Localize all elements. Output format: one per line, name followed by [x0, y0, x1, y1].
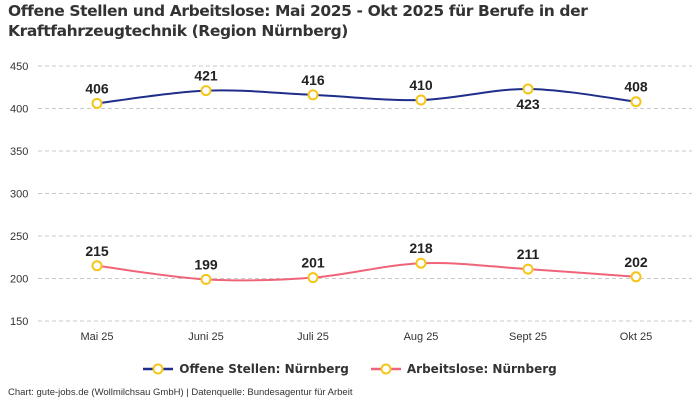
y-tick-label: 150: [10, 316, 28, 328]
data-point: [630, 96, 642, 108]
data-point: [630, 271, 642, 283]
data-point: [200, 273, 212, 285]
data-point: [522, 263, 534, 275]
data-label: 211: [517, 246, 540, 262]
data-label: 202: [624, 254, 648, 270]
data-label: 215: [85, 243, 109, 259]
data-point: [307, 272, 319, 284]
data-label: 416: [301, 72, 325, 88]
series-line: [96, 87, 637, 105]
legend-item-offene-stellen[interactable]: Offene Stellen: Nürnberg: [143, 362, 349, 376]
data-label: 423: [516, 96, 540, 112]
data-label: 410: [409, 77, 433, 93]
x-tick-label: Sept 25: [509, 331, 547, 343]
legend-item-arbeitslose[interactable]: Arbeitslose: Nürnberg: [370, 362, 557, 376]
chart-title: Offene Stellen und Arbeitslose: Mai 2025…: [8, 2, 588, 40]
x-tick-label: Juli 25: [297, 331, 329, 343]
data-point: [415, 94, 427, 106]
data-point: [415, 257, 427, 269]
data-point: [522, 83, 534, 95]
data-label: 218: [409, 240, 433, 256]
data-point: [91, 260, 103, 272]
data-label: 201: [301, 255, 325, 271]
legend-label: Arbeitslose: Nürnberg: [406, 362, 557, 376]
data-point: [91, 97, 103, 109]
data-label: 421: [194, 68, 218, 84]
y-tick-label: 450: [10, 61, 28, 73]
x-tick-label: Juni 25: [188, 331, 223, 343]
data-label: 406: [85, 80, 109, 96]
x-tick-label: Mai 25: [80, 331, 113, 343]
data-label: 199: [194, 256, 218, 272]
y-tick-label: 350: [10, 146, 28, 158]
x-tick-label: Aug 25: [404, 331, 439, 343]
series-line: [96, 261, 637, 282]
y-tick-label: 200: [10, 274, 28, 286]
legend-line-marker-icon: [143, 363, 174, 375]
legend-line-marker-icon: [370, 363, 401, 375]
data-point: [200, 85, 212, 97]
x-tick-label: Okt 25: [620, 331, 652, 343]
y-tick-label: 400: [10, 104, 28, 116]
y-tick-label: 300: [10, 189, 28, 201]
legend-label: Offene Stellen: Nürnberg: [179, 362, 349, 376]
data-label: 408: [624, 79, 648, 95]
data-point: [307, 89, 319, 101]
source-footer: Chart: gute-jobs.de (Wollmilchsau GmbH) …: [8, 387, 353, 398]
legend: Offene Stellen: Nürnberg Arbeitslose: Nü…: [0, 362, 700, 376]
y-tick-label: 250: [10, 231, 28, 243]
